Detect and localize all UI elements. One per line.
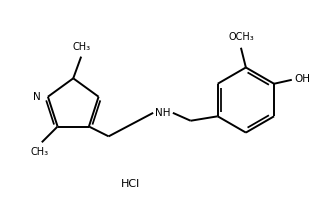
Text: CH₃: CH₃: [72, 42, 90, 52]
Text: OCH₃: OCH₃: [228, 32, 254, 42]
Text: N: N: [33, 92, 41, 102]
Text: HCl: HCl: [121, 179, 140, 189]
Text: NH: NH: [155, 108, 171, 118]
Text: CH₃: CH₃: [31, 147, 49, 157]
Text: OH: OH: [295, 74, 311, 84]
